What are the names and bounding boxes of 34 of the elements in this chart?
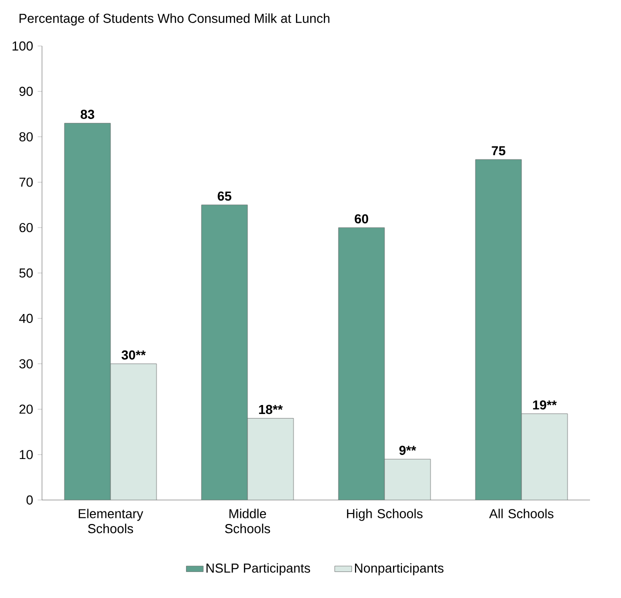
data-label: 65 <box>218 192 232 201</box>
bar <box>247 418 294 500</box>
data-label: 60 <box>354 214 368 224</box>
data-label: 83 <box>80 110 94 119</box>
bar <box>384 458 431 500</box>
legend-label: Nonparticipants <box>355 563 444 576</box>
y-tick-label: 90 <box>19 86 33 96</box>
data-label: 18** <box>259 404 283 414</box>
y-tick-label: 10 <box>20 450 33 460</box>
bar <box>110 364 157 500</box>
y-tick-label: 20 <box>19 404 33 414</box>
bar <box>475 159 522 500</box>
chart-title: Percentage of Students Who Consumed Milk at Lunch <box>20 13 330 26</box>
bar <box>338 227 385 500</box>
data-label: 30** <box>122 350 146 360</box>
x-tick-label: Middle Schools <box>225 508 270 534</box>
data-label: 9** <box>399 446 416 455</box>
y-tick-label: 80 <box>19 132 33 142</box>
y-tick-label: 40 <box>19 314 33 323</box>
x-tick-label: Elementary Schools <box>78 508 144 534</box>
bar <box>521 414 568 500</box>
data-label: 19** <box>533 400 557 410</box>
y-tick-label: 50 <box>19 268 33 278</box>
y-tick-label: 30 <box>19 359 33 368</box>
bar <box>64 122 111 500</box>
y-tick-label: 70 <box>20 178 33 187</box>
x-tick-label: High Schools <box>347 508 423 521</box>
bar <box>201 204 248 500</box>
x-tick-label: All Schools <box>489 508 554 518</box>
legend-label: NSLP Participants <box>206 563 310 576</box>
data-label: 75 <box>492 146 506 156</box>
y-tick-label: 0 <box>26 495 33 505</box>
y-tick-label: 60 <box>19 223 33 232</box>
y-tick-label: 100 <box>12 41 33 51</box>
